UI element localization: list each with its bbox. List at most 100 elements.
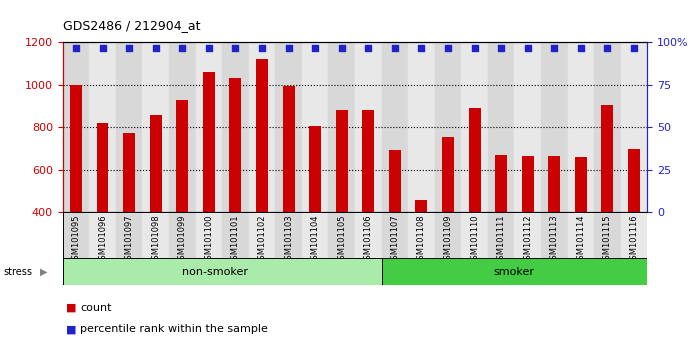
Bar bbox=[601, 105, 613, 297]
Text: GSM101113: GSM101113 bbox=[550, 215, 559, 266]
Text: GSM101107: GSM101107 bbox=[390, 215, 400, 266]
Text: GSM101096: GSM101096 bbox=[98, 215, 107, 266]
Bar bbox=[329, 42, 355, 212]
Text: GSM101111: GSM101111 bbox=[497, 215, 505, 265]
Text: GSM101099: GSM101099 bbox=[177, 215, 187, 265]
Bar bbox=[203, 72, 215, 297]
Bar bbox=[408, 212, 435, 260]
Bar bbox=[381, 42, 408, 212]
Point bbox=[230, 45, 241, 51]
Text: ■: ■ bbox=[66, 324, 77, 334]
Point bbox=[469, 45, 480, 51]
Bar bbox=[169, 42, 196, 212]
Text: GSM101109: GSM101109 bbox=[443, 215, 452, 265]
Bar bbox=[363, 110, 374, 297]
Bar bbox=[575, 157, 587, 297]
Bar bbox=[416, 200, 427, 297]
Text: GSM101114: GSM101114 bbox=[576, 215, 585, 265]
Bar bbox=[275, 42, 302, 212]
Point bbox=[70, 45, 81, 51]
Bar bbox=[468, 108, 480, 297]
Text: GSM101101: GSM101101 bbox=[231, 215, 240, 265]
Bar bbox=[621, 212, 647, 260]
Bar bbox=[488, 42, 514, 212]
Point bbox=[150, 45, 161, 51]
Text: GSM101116: GSM101116 bbox=[629, 215, 638, 266]
Text: GSM101102: GSM101102 bbox=[258, 215, 267, 265]
Bar bbox=[222, 212, 248, 260]
Text: GSM101112: GSM101112 bbox=[523, 215, 532, 265]
Point bbox=[576, 45, 587, 51]
Point bbox=[363, 45, 374, 51]
Bar bbox=[302, 212, 329, 260]
Text: GSM101105: GSM101105 bbox=[337, 215, 346, 265]
Bar bbox=[461, 42, 488, 212]
Bar bbox=[355, 212, 381, 260]
Text: GSM101115: GSM101115 bbox=[603, 215, 612, 265]
Bar bbox=[541, 42, 567, 212]
Bar bbox=[522, 156, 534, 297]
Bar bbox=[567, 42, 594, 212]
Point bbox=[416, 45, 427, 51]
Bar bbox=[594, 212, 621, 260]
Bar bbox=[150, 115, 161, 297]
Bar bbox=[123, 133, 135, 297]
Bar bbox=[309, 126, 321, 297]
Point bbox=[443, 45, 454, 51]
Bar bbox=[89, 42, 116, 212]
Bar bbox=[355, 42, 381, 212]
Bar bbox=[435, 42, 461, 212]
Bar bbox=[143, 42, 169, 212]
FancyBboxPatch shape bbox=[381, 258, 647, 285]
Text: GDS2486 / 212904_at: GDS2486 / 212904_at bbox=[63, 19, 200, 32]
Point bbox=[628, 45, 640, 51]
Bar bbox=[97, 123, 109, 297]
Bar bbox=[176, 100, 188, 297]
Text: GSM101110: GSM101110 bbox=[470, 215, 479, 265]
Point bbox=[389, 45, 400, 51]
Text: count: count bbox=[80, 303, 111, 313]
Bar bbox=[143, 212, 169, 260]
Bar bbox=[248, 42, 275, 212]
Bar bbox=[248, 212, 275, 260]
Bar bbox=[435, 212, 461, 260]
Bar bbox=[514, 212, 541, 260]
Point bbox=[522, 45, 533, 51]
Bar bbox=[196, 212, 222, 260]
Bar bbox=[89, 212, 116, 260]
Bar bbox=[63, 212, 89, 260]
Text: GSM101097: GSM101097 bbox=[125, 215, 134, 266]
Point bbox=[496, 45, 507, 51]
Point bbox=[97, 45, 108, 51]
Bar bbox=[63, 42, 89, 212]
Bar bbox=[256, 59, 268, 297]
Bar bbox=[329, 212, 355, 260]
Bar bbox=[302, 42, 329, 212]
Text: GSM101098: GSM101098 bbox=[151, 215, 160, 266]
Text: smoker: smoker bbox=[494, 267, 535, 277]
Bar bbox=[514, 42, 541, 212]
Bar bbox=[621, 42, 647, 212]
Text: percentile rank within the sample: percentile rank within the sample bbox=[80, 324, 268, 334]
Bar bbox=[222, 42, 248, 212]
Point bbox=[310, 45, 321, 51]
Bar bbox=[628, 149, 640, 297]
Point bbox=[336, 45, 347, 51]
Text: GSM101095: GSM101095 bbox=[72, 215, 81, 265]
FancyBboxPatch shape bbox=[63, 258, 381, 285]
Point bbox=[177, 45, 188, 51]
Bar bbox=[116, 42, 143, 212]
Point bbox=[256, 45, 267, 51]
Bar bbox=[335, 110, 348, 297]
Bar bbox=[594, 42, 621, 212]
Point bbox=[602, 45, 613, 51]
Bar bbox=[169, 212, 196, 260]
Point bbox=[548, 45, 560, 51]
Bar bbox=[548, 156, 560, 297]
Bar bbox=[230, 78, 242, 297]
Bar bbox=[275, 212, 302, 260]
Text: GSM101104: GSM101104 bbox=[310, 215, 319, 265]
Text: GSM101103: GSM101103 bbox=[284, 215, 293, 266]
Point bbox=[283, 45, 294, 51]
Bar bbox=[381, 212, 408, 260]
